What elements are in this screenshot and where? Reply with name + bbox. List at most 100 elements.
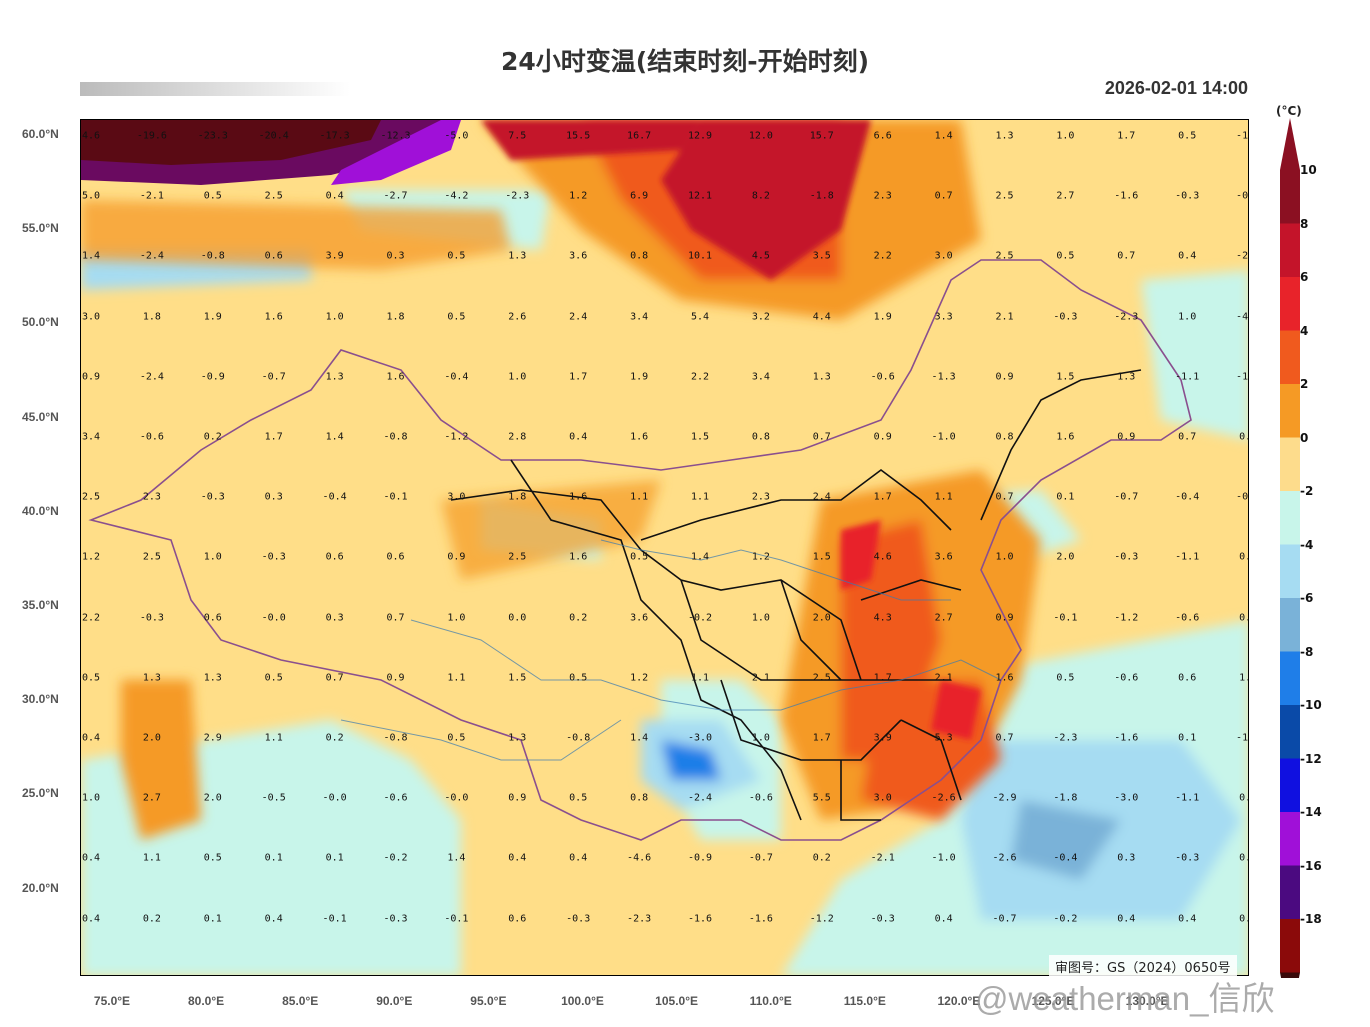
grid-value: 0.1 [203, 913, 222, 925]
grid-value: 2.5 [264, 190, 283, 202]
grid-value: 0.8 [630, 792, 649, 804]
grid-value: 0.2 [1239, 431, 1248, 443]
grid-value: 2.6 [508, 311, 527, 323]
grid-value: -2.8 [1236, 250, 1249, 262]
grid-value: -1.2 [809, 913, 834, 925]
grid-value: -0.1 [1053, 612, 1078, 624]
grid-value: 0.8 [630, 250, 649, 262]
grid-value: 2.7 [142, 792, 161, 804]
grid-value: 0.4 [1117, 913, 1136, 925]
latitude-label: 20.0°N [22, 880, 59, 895]
grid-value: 1.6 [569, 551, 588, 563]
grid-value: -0.3 [139, 612, 164, 624]
grid-value: 3.0 [447, 491, 466, 503]
watermark: @weatherman_信欣 [975, 980, 1275, 1017]
grid-value: 0.6 [264, 250, 283, 262]
grid-value: -0.5 [261, 792, 286, 804]
latitude-label: 55.0°N [22, 221, 59, 236]
grid-value: -0.1 [383, 491, 408, 503]
grid-value: -5.0 [444, 130, 469, 142]
grid-value: 1.7 [812, 732, 831, 744]
rivers [340, 539, 1002, 761]
grid-value: 0.9 [1117, 431, 1136, 443]
grid-value: -0.7 [261, 371, 286, 383]
grid-value: 0.7 [995, 732, 1014, 744]
grid-value: 1.4 [630, 732, 649, 744]
grid-value: 1.6 [569, 491, 588, 503]
grid-value: 0.7 [325, 672, 344, 684]
grid-value: 0.8 [995, 431, 1014, 443]
legend-tick-label: 0 [1300, 430, 1309, 445]
latitude-label: 40.0°N [22, 503, 59, 518]
grid-value: 2.1 [995, 311, 1014, 323]
grid-value: 0.9 [447, 551, 466, 563]
grid-value: -4.2 [444, 190, 469, 202]
grid-value: 1.7 [873, 491, 892, 503]
grid-value: 1.8 [386, 311, 405, 323]
grid-value: 15.5 [566, 130, 591, 142]
grid-value: -0.0 [261, 612, 286, 624]
grid-value: 1.6 [995, 672, 1014, 684]
grid-value: 1.3 [203, 672, 222, 684]
grid-value: 0.2 [812, 852, 831, 864]
grid-value: 1.3 [142, 672, 161, 684]
legend-tick-label: -10 [1300, 698, 1322, 712]
grid-value: 2.2 [81, 612, 101, 624]
grid-value: -0.4 [322, 491, 347, 503]
grid-value: -2.4 [139, 371, 164, 383]
grid-value: 0.7 [995, 491, 1014, 503]
longitude-label: 80.0°E [188, 994, 225, 1008]
grid-value: 0.7 [934, 190, 953, 202]
grid-value: -20.4 [258, 130, 289, 142]
grid-value: -0.9 [200, 371, 225, 383]
grid-value: 4.6 [81, 130, 101, 142]
grid-value: 12.0 [748, 130, 773, 142]
grid-value: 0.5 [264, 672, 283, 684]
grid-value: 2.5 [995, 250, 1014, 262]
legend-swatch [1280, 544, 1300, 598]
grid-value: 2.3 [751, 491, 770, 503]
grid-value: -0.3 [1175, 852, 1200, 864]
grid-value: 2.0 [142, 732, 161, 744]
grid-value: 1.9 [873, 311, 892, 323]
grid-value: 1.3 [508, 250, 527, 262]
grid-value: 1.3 [812, 371, 831, 383]
grid-value: 3.3 [934, 311, 953, 323]
grid-value: 12.9 [687, 130, 713, 142]
review-number: 审图号：GS（2024）0650号 [1049, 955, 1237, 978]
grid-value: 1.4 [447, 852, 466, 864]
chart-title: 24小时变温(结束时刻-开始时刻) [500, 47, 870, 76]
grid-value: 1.3 [325, 371, 344, 383]
grid-value: 1.5 [508, 672, 527, 684]
grid-value: 4.6 [873, 551, 892, 563]
legend-tick-label: 6 [1300, 270, 1309, 284]
grid-value: -12.3 [380, 130, 411, 142]
longitude-label: 105.0°E [655, 994, 699, 1008]
grid-value: -0.3 [870, 913, 895, 925]
grid-value: -2.1 [139, 190, 164, 202]
grid-value: -1.2 [444, 431, 469, 443]
grid-value: 12.1 [687, 190, 713, 202]
grid-value: -2.3 [627, 913, 652, 925]
longitude-label: 130.0°E [1125, 994, 1169, 1008]
grid-value: -1.2 [1114, 612, 1139, 624]
grid-value: -0.1 [322, 913, 347, 925]
grid-value: -23.3 [197, 130, 228, 142]
grid-value: 2.2 [873, 250, 892, 262]
grid-value: 2.5 [812, 672, 831, 684]
grid-value: 0.9 [995, 612, 1014, 624]
grid-value: -2.4 [139, 250, 164, 262]
latitude-label: 35.0°N [22, 598, 59, 612]
grid-value: -2.4 [687, 792, 713, 804]
temperature-change-map[interactable]: 4.6 -19.6 -23.3 -20.4 -17.3 -12.3 -5.0 7.5 15.5 1… [80, 119, 1249, 976]
grid-value: 5.0 [81, 190, 101, 202]
grid-value: 0.4 [1178, 250, 1197, 262]
grid-value: 3.6 [569, 250, 588, 262]
grid-value: -1.1 [1175, 792, 1200, 804]
grid-value: 0.5 [203, 190, 222, 202]
legend-tick-label: -6 [1300, 591, 1314, 605]
grid-value: 0.4 [81, 852, 101, 864]
longitude-label: 110.0°E [749, 994, 792, 1008]
grid-value: -0.3 [1236, 491, 1249, 503]
longitude-label: 100.0°E [561, 994, 604, 1008]
